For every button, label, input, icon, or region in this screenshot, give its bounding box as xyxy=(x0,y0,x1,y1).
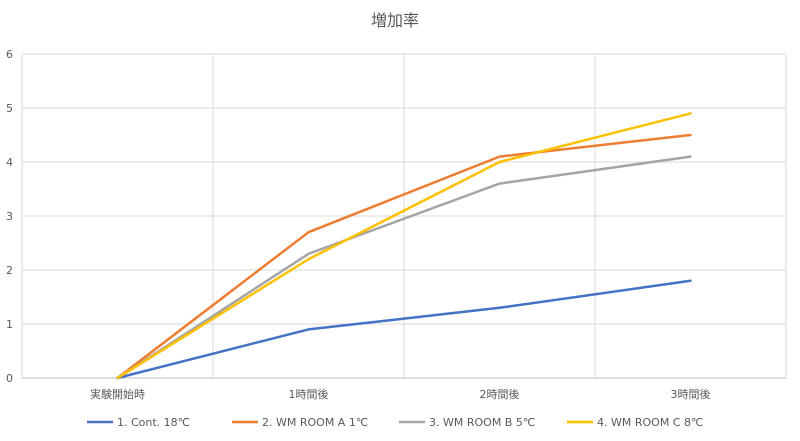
x-tick-label: 3時間後 xyxy=(671,387,711,401)
y-tick-label: 3 xyxy=(6,210,13,223)
legend-item: 1. Cont. 18℃ xyxy=(87,416,190,429)
x-tick-label: 1時間後 xyxy=(289,387,329,401)
series-line-1 xyxy=(116,279,692,380)
legend-label: 2. WM ROOM A 1℃ xyxy=(262,416,368,429)
legend-label: 1. Cont. 18℃ xyxy=(117,416,190,429)
x-tick-label: 2時間後 xyxy=(480,387,520,401)
series-line-4 xyxy=(116,112,692,380)
series-lines xyxy=(116,112,692,380)
gridlines xyxy=(21,53,787,378)
y-tick-label: 6 xyxy=(6,48,13,61)
series-line-2 xyxy=(116,133,692,380)
y-tick-label: 1 xyxy=(6,318,13,331)
legend-label: 4. WM ROOM C 8℃ xyxy=(597,416,703,429)
x-tick-label: 実験開始時 xyxy=(90,387,145,401)
chart-title: 増加率 xyxy=(371,11,419,30)
legend-item: 3. WM ROOM B 5℃ xyxy=(399,416,535,429)
axes: 0 1 2 3 4 5 6 実験開始時 1時間後 2時間後 3時間後 xyxy=(6,48,786,401)
y-tick-label: 5 xyxy=(6,102,13,115)
legend-item: 4. WM ROOM C 8℃ xyxy=(567,416,703,429)
series-line-3 xyxy=(116,155,692,380)
legend: 1. Cont. 18℃ 2. WM ROOM A 1℃ 3. WM ROOM B … xyxy=(87,416,703,429)
legend-item: 2. WM ROOM A 1℃ xyxy=(232,416,368,429)
y-tick-label: 2 xyxy=(6,264,13,277)
legend-label: 3. WM ROOM B 5℃ xyxy=(429,416,535,429)
y-tick-label: 0 xyxy=(6,372,13,385)
y-tick-label: 4 xyxy=(6,156,13,169)
